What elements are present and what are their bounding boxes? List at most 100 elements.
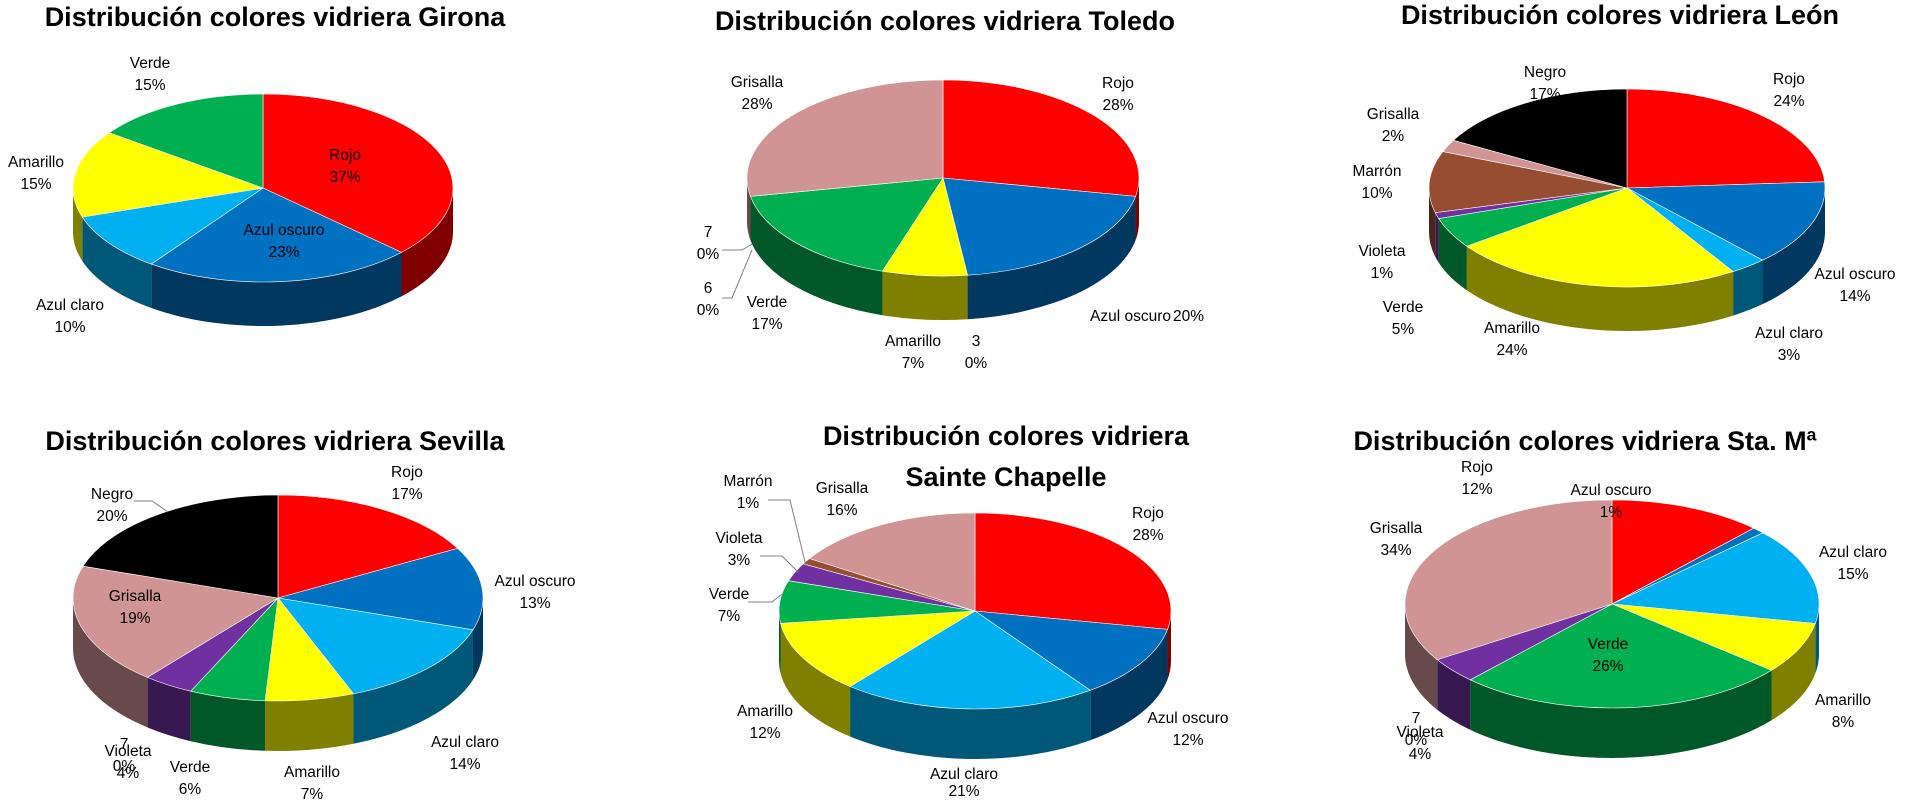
pie-side-sevilla-violeta [147, 677, 191, 742]
pie-side-leon-azul-oscuro [1762, 188, 1825, 305]
label-girona-verde: Verde [130, 55, 171, 72]
label-sainte-chapelle-verde-pct: 7% [718, 608, 741, 625]
pie-slice-sainte-chapelle-azul-oscuro [973, 610, 1168, 691]
label-leon-rojo: Rojo [1773, 71, 1805, 88]
label-sta-ma-7-pct: 0% [1405, 732, 1428, 749]
pie-side-leon-verde [1438, 218, 1467, 291]
label-sainte-chapelle-grisalla: Grisalla [816, 480, 869, 497]
label-girona-rojo: Rojo [329, 147, 361, 164]
label-toledo-azul-oscuro: Azul oscuro [1090, 308, 1171, 325]
label-sainte-chapelle-violeta-pct: 3% [728, 552, 751, 569]
label-sta-ma-violeta-pct: 4% [1409, 746, 1432, 763]
label-leon-marron-pct: 10% [1361, 185, 1392, 202]
pie-side-toledo-amarillo [882, 271, 968, 320]
pie-side-leon-violeta [1435, 212, 1439, 263]
label-leon-azul-oscuro-pct: 14% [1839, 288, 1870, 305]
label-sevilla-amarillo: Amarillo [284, 764, 340, 781]
pie-slice-toledo-grisalla [746, 79, 944, 197]
pie-slice-leon-negro [1452, 88, 1628, 189]
pie-slice-sainte-chapelle-amarillo [780, 610, 976, 687]
pie-side-sta-ma-verde [1470, 670, 1772, 758]
label-sevilla-rojo: Rojo [391, 464, 423, 481]
label-sta-ma-azul-claro: Azul claro [1819, 544, 1887, 561]
label-girona-azul-claro-pct: 10% [54, 319, 85, 336]
label-sevilla-azul-oscuro: Azul oscuro [495, 573, 576, 590]
label-sta-ma-violeta: Violeta [1396, 724, 1443, 741]
label-toledo-verde: Verde [747, 294, 788, 311]
pie-side-sainte-chapelle-azul-claro [850, 686, 1091, 759]
pie-toledo [746, 79, 1140, 320]
label-toledo-verde-pct: 17% [751, 316, 782, 333]
label-girona-azul-oscuro: Azul oscuro [244, 222, 325, 239]
pie-slice-leon-rojo [1626, 88, 1825, 189]
label-toledo-6-pct: 0% [697, 302, 720, 319]
chart-title-leon: Distribución colores vidriera León [1401, 0, 1839, 30]
label-leon-negro-pct: 17% [1529, 86, 1560, 103]
pie-slice-girona-amarillo [72, 132, 264, 218]
label-sta-ma-grisalla: Grisalla [1370, 520, 1423, 537]
chart-title-sta-ma: Distribución colores vidriera Sta. Mª [1353, 426, 1816, 456]
label-toledo-grisalla-pct: 28% [741, 96, 772, 113]
label-toledo-amarillo-pct: 7% [902, 355, 925, 372]
pie-side-sevilla-verde [190, 691, 266, 751]
pie-side-toledo-grisalla [747, 178, 751, 241]
pie-side-sainte-chapelle-rojo [1167, 611, 1171, 680]
label-girona-rojo-pct: 37% [329, 169, 360, 186]
label-leon-amarillo: Amarillo [1484, 320, 1540, 337]
pie-side-sevilla-azul-oscuro [472, 598, 483, 680]
label-sta-ma-rojo-pct: 12% [1461, 481, 1492, 498]
pie-side-sainte-chapelle-amarillo [780, 623, 851, 737]
pie-side-toledo-verde [750, 196, 883, 316]
label-toledo-3: 3 [972, 333, 981, 350]
label-leon-amarillo-pct: 24% [1496, 342, 1527, 359]
pie-slice-leon-marrón [1428, 151, 1628, 213]
pie-sta-ma [1404, 499, 1820, 758]
pie-leon [1428, 88, 1826, 331]
label-sta-ma-verde-pct: 26% [1592, 658, 1623, 675]
pie-slice-girona-azul-oscuro [150, 187, 403, 283]
label-sta-ma-verde: Verde [1588, 636, 1629, 653]
pie-girona [72, 93, 454, 326]
label-toledo-7: 7 [704, 224, 713, 241]
pie-side-leon-marrón [1429, 188, 1436, 257]
label-sainte-chapelle-azul-claro: Azul claro [930, 766, 998, 783]
label-sevilla-negro-pct: 20% [96, 508, 127, 525]
pie-side-sta-ma-violeta [1437, 659, 1471, 730]
label-sevilla-7-pct: 0% [113, 758, 136, 775]
label-sevilla-7: 7 [120, 736, 129, 753]
label-leon-negro: Negro [1524, 64, 1566, 81]
label-toledo-azul-oscuro-pct: 20% [1173, 308, 1204, 325]
label-sevilla-grisalla: Grisalla [109, 588, 162, 605]
label-sta-ma-grisalla-pct: 34% [1380, 542, 1411, 559]
label-toledo-amarillo: Amarillo [885, 333, 941, 350]
pie-side-toledo-rojo [1135, 178, 1139, 241]
pie-slice-sevilla-grisalla [72, 565, 279, 678]
label-sainte-chapelle-marron-pct: 1% [737, 495, 760, 512]
label-leon-violeta-pct: 1% [1371, 265, 1394, 282]
label-girona-amarillo-pct: 15% [20, 176, 51, 193]
label-toledo-3-pct: 0% [965, 355, 988, 372]
pie-slice-sta-ma-grisalla [1404, 499, 1613, 661]
label-sevilla-azul-claro-pct: 14% [449, 756, 480, 773]
label-sainte-chapelle-grisalla-pct: 16% [826, 502, 857, 519]
chart-title-sainte-chapelle-line-2: Sainte Chapelle [905, 462, 1106, 492]
label-sainte-chapelle-rojo-pct: 28% [1132, 527, 1163, 544]
pie-slice-girona-rojo [262, 93, 454, 253]
label-sevilla-rojo-pct: 17% [391, 486, 422, 503]
pie-side-girona-azul-claro [82, 217, 152, 309]
label-sainte-chapelle-rojo: Rojo [1132, 505, 1164, 522]
label-sta-ma-amarillo: Amarillo [1815, 692, 1871, 709]
pie-slice-sainte-chapelle-azul-claro [849, 610, 1091, 710]
pie-side-leon-azul-claro [1733, 260, 1763, 316]
label-sta-ma-azul-claro-pct: 15% [1837, 566, 1868, 583]
leader-toledo-7 [722, 243, 753, 251]
pie-slice-sainte-chapelle-grisalla [808, 512, 976, 612]
label-sainte-chapelle-azul-oscuro-pct: 12% [1172, 732, 1203, 749]
label-leon-verde-pct: 5% [1392, 321, 1415, 338]
pie-sainte-chapelle [778, 512, 1172, 759]
pie-side-girona-rojo [401, 188, 453, 297]
label-leon-marron: Marrón [1352, 163, 1401, 180]
pie-slice-sainte-chapelle-rojo [974, 512, 1172, 630]
label-sevilla-violeta: Violeta [104, 743, 151, 760]
